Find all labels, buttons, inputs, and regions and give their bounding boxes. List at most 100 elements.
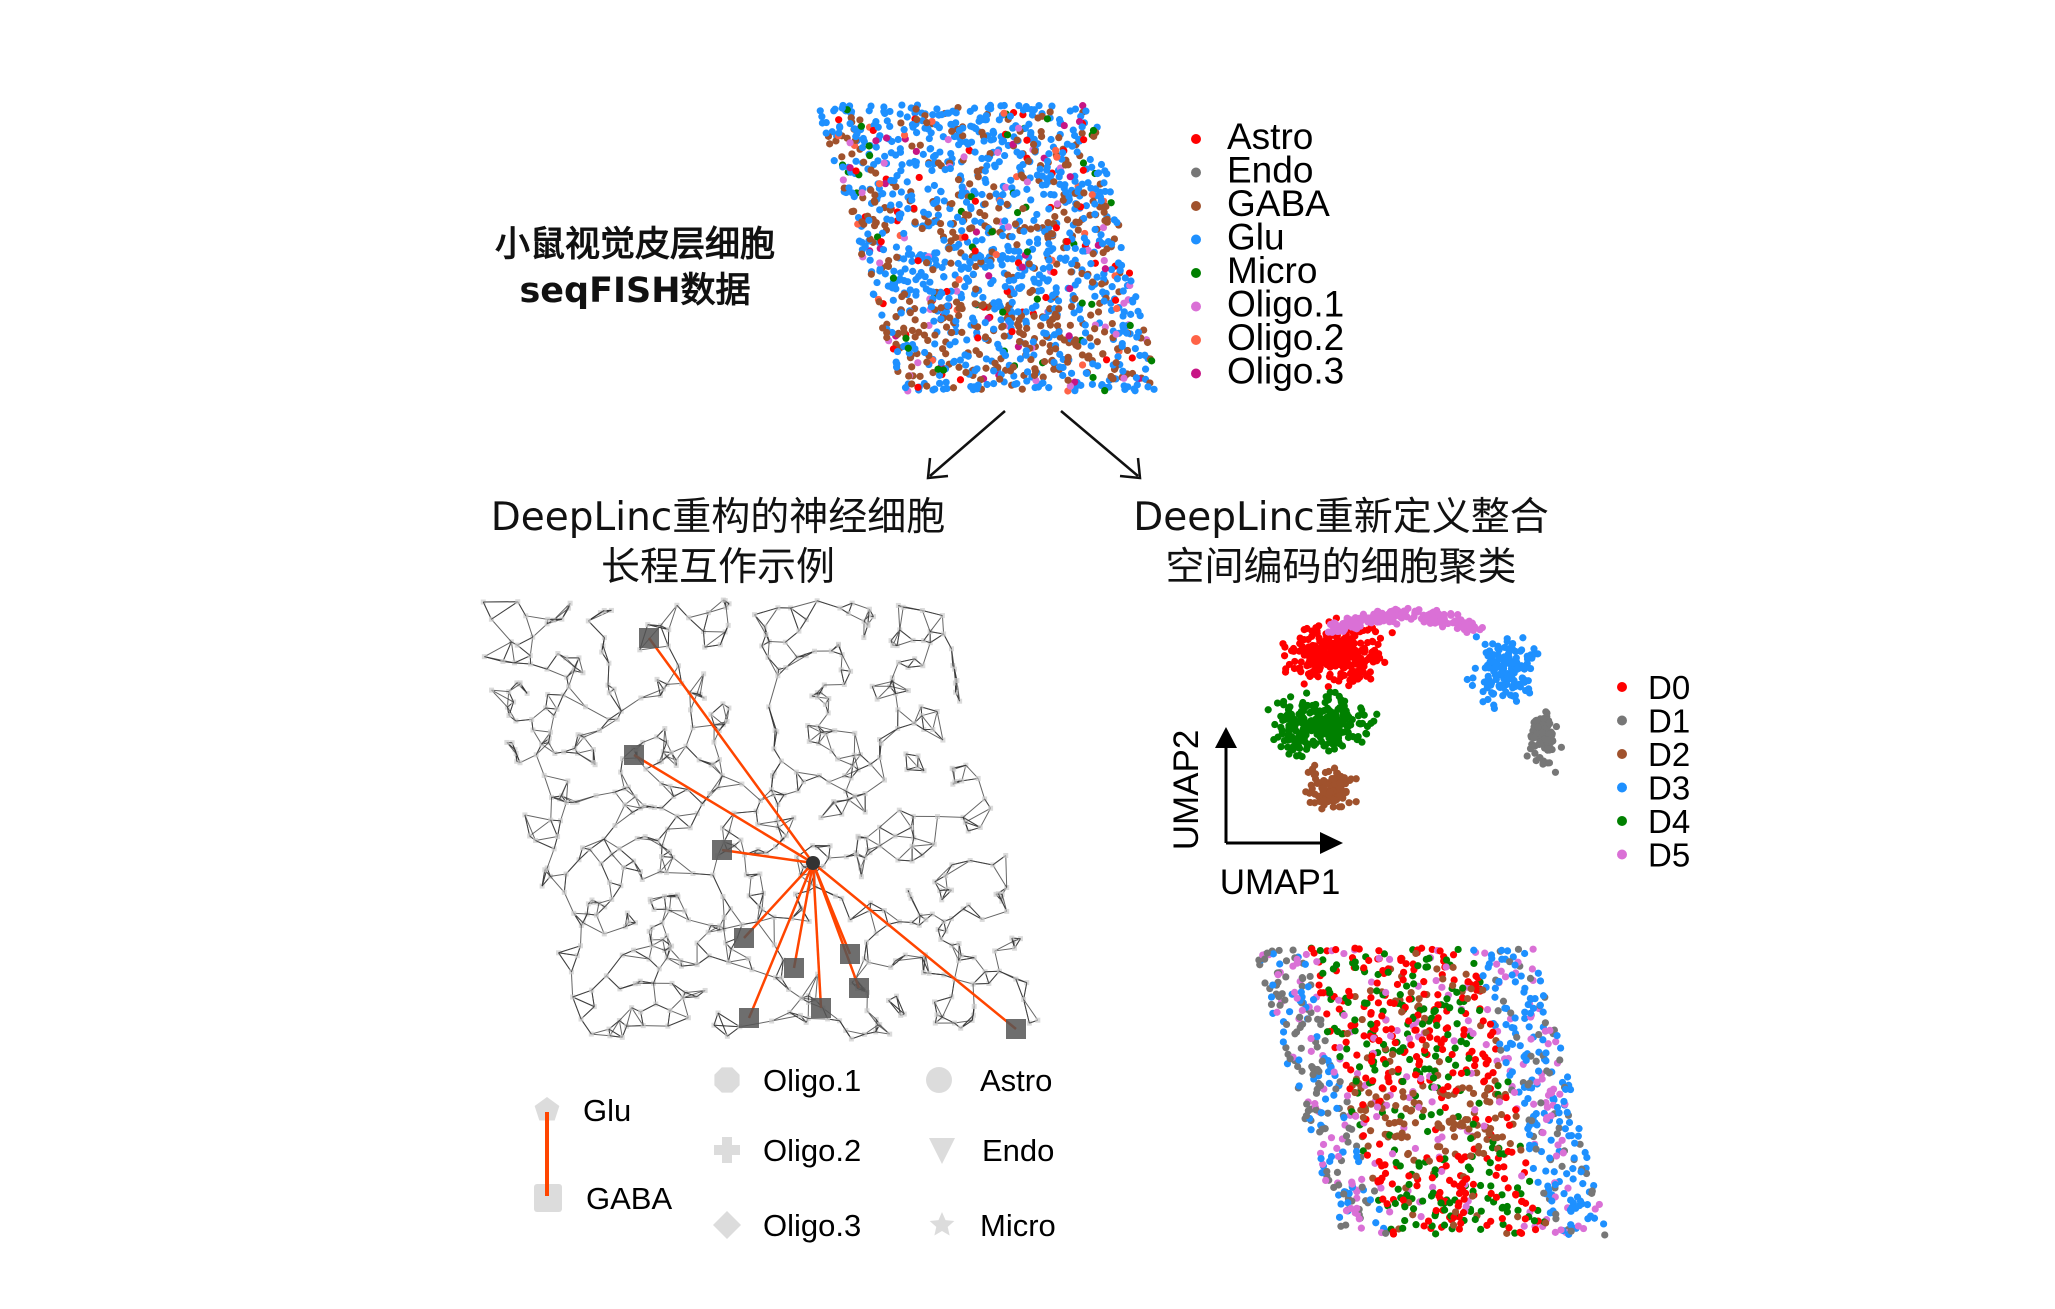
cell-point — [953, 213, 962, 221]
cell-point — [1100, 208, 1108, 216]
umap-point — [1354, 712, 1363, 720]
cell-point — [953, 132, 961, 140]
cell-point — [1039, 265, 1047, 273]
network-edge — [820, 813, 842, 819]
network-edge — [757, 820, 778, 825]
network-node — [919, 608, 925, 614]
umap-point — [1320, 644, 1329, 652]
network-edge — [662, 728, 666, 752]
dataset-title-line2: seqFISH数据 — [519, 271, 750, 311]
network-edge — [855, 961, 869, 980]
umap-point — [1352, 775, 1360, 783]
cell-point — [994, 148, 1002, 157]
cell-point — [1006, 367, 1015, 375]
umap-point — [1284, 715, 1292, 723]
cell-point — [1039, 314, 1048, 322]
network-edge — [768, 706, 778, 732]
cell-point — [869, 290, 877, 298]
network-node — [554, 706, 560, 712]
umap-point — [1304, 740, 1312, 748]
umap-point — [1324, 683, 1332, 691]
cell-point — [1016, 163, 1024, 172]
network-node — [971, 1003, 977, 1009]
gaba-node — [784, 958, 804, 978]
network-node — [620, 756, 626, 762]
network-edge — [773, 730, 776, 749]
umap-point — [1345, 682, 1353, 690]
cell-point — [955, 141, 963, 149]
network-edge — [994, 950, 1000, 972]
network-node — [892, 833, 898, 839]
network-edge — [728, 961, 753, 971]
cell-point — [850, 125, 859, 133]
cell-point — [887, 216, 895, 224]
cell-point — [1086, 334, 1094, 342]
cell-point — [961, 351, 969, 359]
cell-point — [1148, 357, 1156, 365]
cell-point — [1073, 148, 1081, 156]
gaba-node — [624, 745, 644, 765]
cell-point — [1102, 356, 1111, 364]
cell-point — [974, 381, 982, 389]
long-range-interaction-edge — [633, 753, 814, 865]
cell-point — [916, 372, 924, 380]
cell-point — [1061, 256, 1069, 264]
cell-point — [962, 198, 971, 206]
cell-point — [1054, 297, 1063, 305]
cell-point — [1072, 341, 1080, 349]
network-edge — [884, 910, 900, 923]
network-edge — [896, 996, 902, 1016]
cell-point — [962, 368, 970, 377]
cell-point — [937, 304, 945, 312]
umap-point — [1523, 752, 1531, 760]
cell-point — [931, 331, 939, 339]
cell-point — [1033, 235, 1042, 243]
network-node — [669, 943, 675, 949]
umap-point — [1317, 714, 1325, 723]
network-edge — [897, 709, 915, 724]
right-heading-line1: DeepLinc重新定义整合 — [1133, 495, 1549, 540]
cell-point — [1123, 346, 1132, 355]
cell-point — [1121, 385, 1129, 394]
network-edge — [689, 673, 705, 693]
cell-point — [1010, 289, 1018, 298]
cell-point — [1098, 280, 1106, 288]
network-edge — [743, 854, 747, 875]
network-edge — [713, 1024, 740, 1028]
legend-dot-oligo.2 — [1191, 335, 1201, 345]
network-edge — [614, 811, 633, 826]
network-edge — [644, 836, 663, 847]
cell-point — [992, 190, 1000, 198]
network-legend-label: Oligo.2 — [763, 1133, 861, 1168]
cell-point — [873, 278, 881, 287]
umap-point — [1312, 624, 1320, 632]
network-edge — [972, 982, 989, 985]
network-node — [648, 899, 654, 905]
network-edge — [934, 1001, 943, 1018]
network-edge — [992, 864, 1008, 888]
umap-point — [1333, 769, 1341, 777]
umap-point — [1303, 624, 1311, 633]
network-edge — [633, 860, 643, 880]
network-edge — [559, 780, 569, 800]
cell-point — [1050, 365, 1058, 373]
network-node — [866, 606, 872, 612]
cell-point — [1150, 385, 1158, 393]
network-edge — [607, 663, 610, 686]
cell-point — [1102, 202, 1110, 211]
cell-point — [900, 290, 909, 298]
cell-point — [838, 153, 846, 161]
cell-point — [1029, 140, 1038, 148]
cell-point — [1072, 218, 1080, 226]
cell-point — [1019, 205, 1027, 213]
network-edge — [994, 940, 1014, 952]
network-node — [988, 805, 994, 811]
network-edge — [725, 607, 729, 626]
network-edge — [696, 673, 705, 695]
cell-point — [1070, 309, 1078, 317]
network-edge — [659, 856, 662, 872]
network-edge — [623, 866, 641, 872]
umap-point — [1321, 768, 1330, 777]
cell-point — [1080, 189, 1088, 197]
network-edge — [704, 631, 726, 648]
